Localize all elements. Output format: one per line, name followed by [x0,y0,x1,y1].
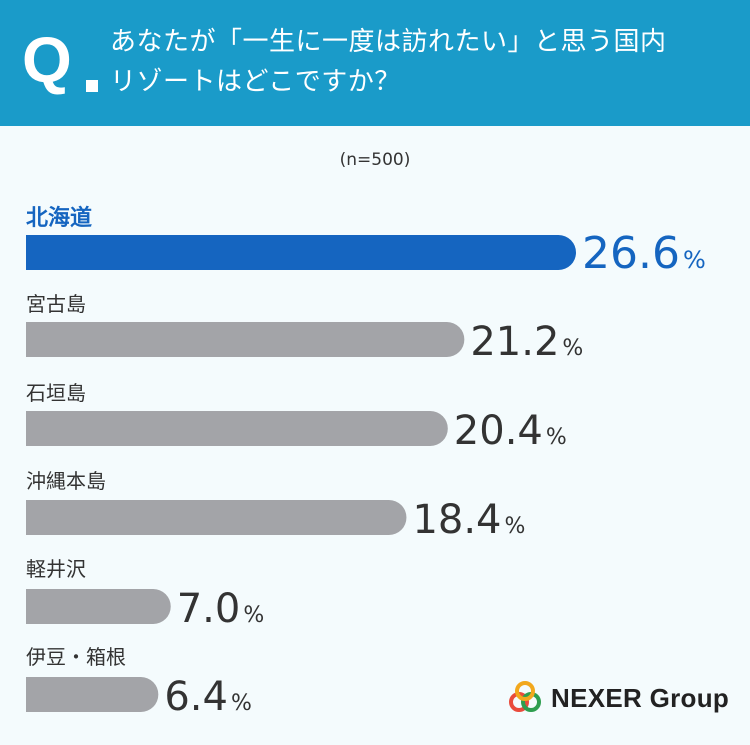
value-label: 18.4% [412,497,525,543]
bar [26,235,576,270]
category-label: 軽井沢 [26,557,86,581]
bar [26,411,448,446]
value-unit: % [231,691,252,716]
value-number: 20.4 [454,408,543,454]
three-ring-logo-icon [509,681,541,712]
question-dot [86,80,98,92]
value-unit: % [243,603,264,628]
value-unit: % [546,425,567,450]
question-line-2: リゾートはどこですか？ [110,67,401,97]
category-label: 宮古島 [26,292,86,316]
value-label: 21.2% [470,319,583,365]
brand-logo: NEXER Group [505,676,729,720]
bar [26,677,159,712]
category-label: 石垣島 [26,381,86,405]
value-number: 18.4 [412,497,501,543]
brand-name: NEXER Group [551,682,730,713]
value-label: 6.4% [164,674,252,720]
question-text: あなたが「一生に一度は訪れたい」と思う国内 リゾートはどこですか？ [110,22,740,102]
value-unit: % [683,246,706,274]
bar [26,500,407,535]
question-mark: Q [22,24,72,96]
value-unit: % [505,514,526,539]
value-number: 21.2 [470,319,559,365]
question-line-1: あなたが「一生に一度は訪れたい」と思う国内 [110,27,667,57]
value-number: 26.6 [582,228,680,279]
question-header: Q あなたが「一生に一度は訪れたい」と思う国内 リゾートはどこですか？ [0,0,750,126]
bar [26,322,465,357]
bar [26,589,171,624]
value-number: 6.4 [164,674,228,720]
value-number: 7.0 [177,586,241,632]
category-label: 沖縄本島 [26,469,106,493]
sample-size-label: (n=500) [339,150,411,170]
value-label: 7.0% [177,586,265,632]
value-unit: % [562,336,583,361]
category-label: 北海道 [26,205,92,231]
category-label: 伊豆・箱根 [26,645,126,669]
value-label: 20.4% [454,408,567,454]
value-label: 26.6% [582,228,706,279]
